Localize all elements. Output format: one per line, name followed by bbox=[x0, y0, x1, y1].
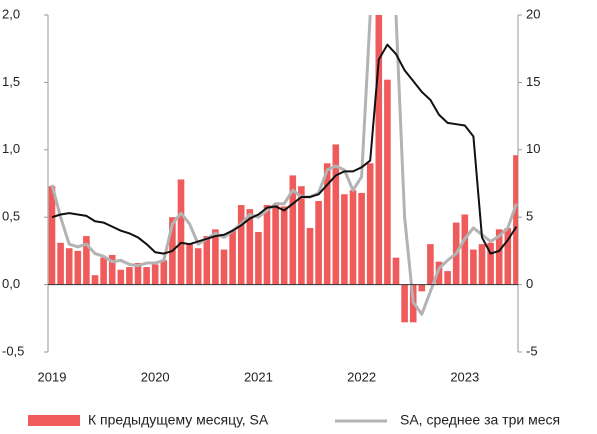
y-tick-label: 1,5 bbox=[2, 74, 20, 89]
y2-tick-label: 5 bbox=[526, 209, 533, 224]
bar bbox=[478, 244, 486, 285]
bar bbox=[74, 250, 82, 285]
bar bbox=[435, 261, 443, 285]
bar bbox=[487, 242, 494, 285]
bar bbox=[48, 186, 56, 285]
bar bbox=[418, 284, 426, 292]
y2-tick-label: -5 bbox=[526, 343, 538, 358]
bar bbox=[57, 242, 64, 285]
bar bbox=[134, 263, 142, 285]
bar bbox=[151, 264, 159, 285]
bar bbox=[366, 163, 374, 285]
bar bbox=[255, 232, 262, 285]
bar bbox=[375, 15, 383, 285]
y2-tick-label: 15 bbox=[526, 74, 540, 89]
bar bbox=[263, 205, 271, 285]
x-tick-label: 2019 bbox=[38, 369, 67, 384]
bar bbox=[237, 205, 245, 285]
bar bbox=[427, 244, 434, 285]
bar bbox=[160, 260, 168, 285]
line bbox=[50, 15, 518, 316]
legend-label: SA, среднее за три меся bbox=[400, 412, 560, 428]
y-tick-label: 0,0 bbox=[2, 276, 20, 291]
bar bbox=[495, 229, 503, 285]
bar bbox=[298, 186, 305, 285]
y-tick-label: 0,5 bbox=[2, 209, 20, 224]
legend-label: К предыдущему месяцу, SA bbox=[88, 412, 269, 428]
bar bbox=[229, 230, 236, 285]
bar bbox=[323, 163, 331, 285]
bar bbox=[315, 201, 322, 285]
y-tick-label: 1,0 bbox=[2, 141, 20, 156]
y-tick-label: -0,5 bbox=[2, 343, 24, 358]
bar bbox=[246, 209, 254, 285]
legend-swatch bbox=[28, 415, 80, 426]
bar bbox=[220, 249, 228, 285]
bar bbox=[65, 248, 73, 285]
bar bbox=[392, 257, 400, 285]
y2-tick-label: 10 bbox=[526, 141, 540, 156]
bar bbox=[513, 155, 518, 285]
bar bbox=[177, 179, 185, 285]
bar bbox=[470, 249, 477, 285]
bar bbox=[280, 206, 288, 285]
bar bbox=[143, 267, 150, 285]
bar bbox=[504, 227, 512, 285]
bar bbox=[117, 269, 125, 285]
y-tick-label: 2,0 bbox=[2, 6, 20, 21]
bar bbox=[401, 284, 408, 323]
bar bbox=[203, 236, 211, 285]
bar bbox=[332, 144, 340, 285]
bar bbox=[349, 190, 357, 285]
bar bbox=[461, 214, 469, 285]
bar bbox=[108, 254, 116, 285]
plot-area bbox=[48, 15, 518, 323]
line bbox=[51, 43, 518, 255]
bar bbox=[306, 227, 314, 285]
bar bbox=[91, 275, 99, 285]
x-tick-label: 2022 bbox=[347, 369, 376, 384]
bar bbox=[341, 194, 348, 285]
bar bbox=[384, 79, 391, 285]
bar bbox=[444, 271, 451, 285]
y2-tick-label: 20 bbox=[526, 6, 540, 21]
bar bbox=[83, 236, 90, 285]
bar bbox=[186, 244, 193, 285]
x-tick-label: 2021 bbox=[244, 369, 273, 384]
bar bbox=[212, 229, 219, 285]
bar bbox=[126, 267, 133, 285]
bar bbox=[194, 248, 202, 285]
x-tick-label: 2020 bbox=[141, 369, 170, 384]
bar bbox=[289, 175, 297, 285]
y2-tick-label: 0 bbox=[526, 276, 533, 291]
bar bbox=[272, 205, 279, 285]
bar bbox=[100, 257, 107, 285]
x-tick-label: 2023 bbox=[450, 369, 479, 384]
bar bbox=[358, 192, 365, 285]
